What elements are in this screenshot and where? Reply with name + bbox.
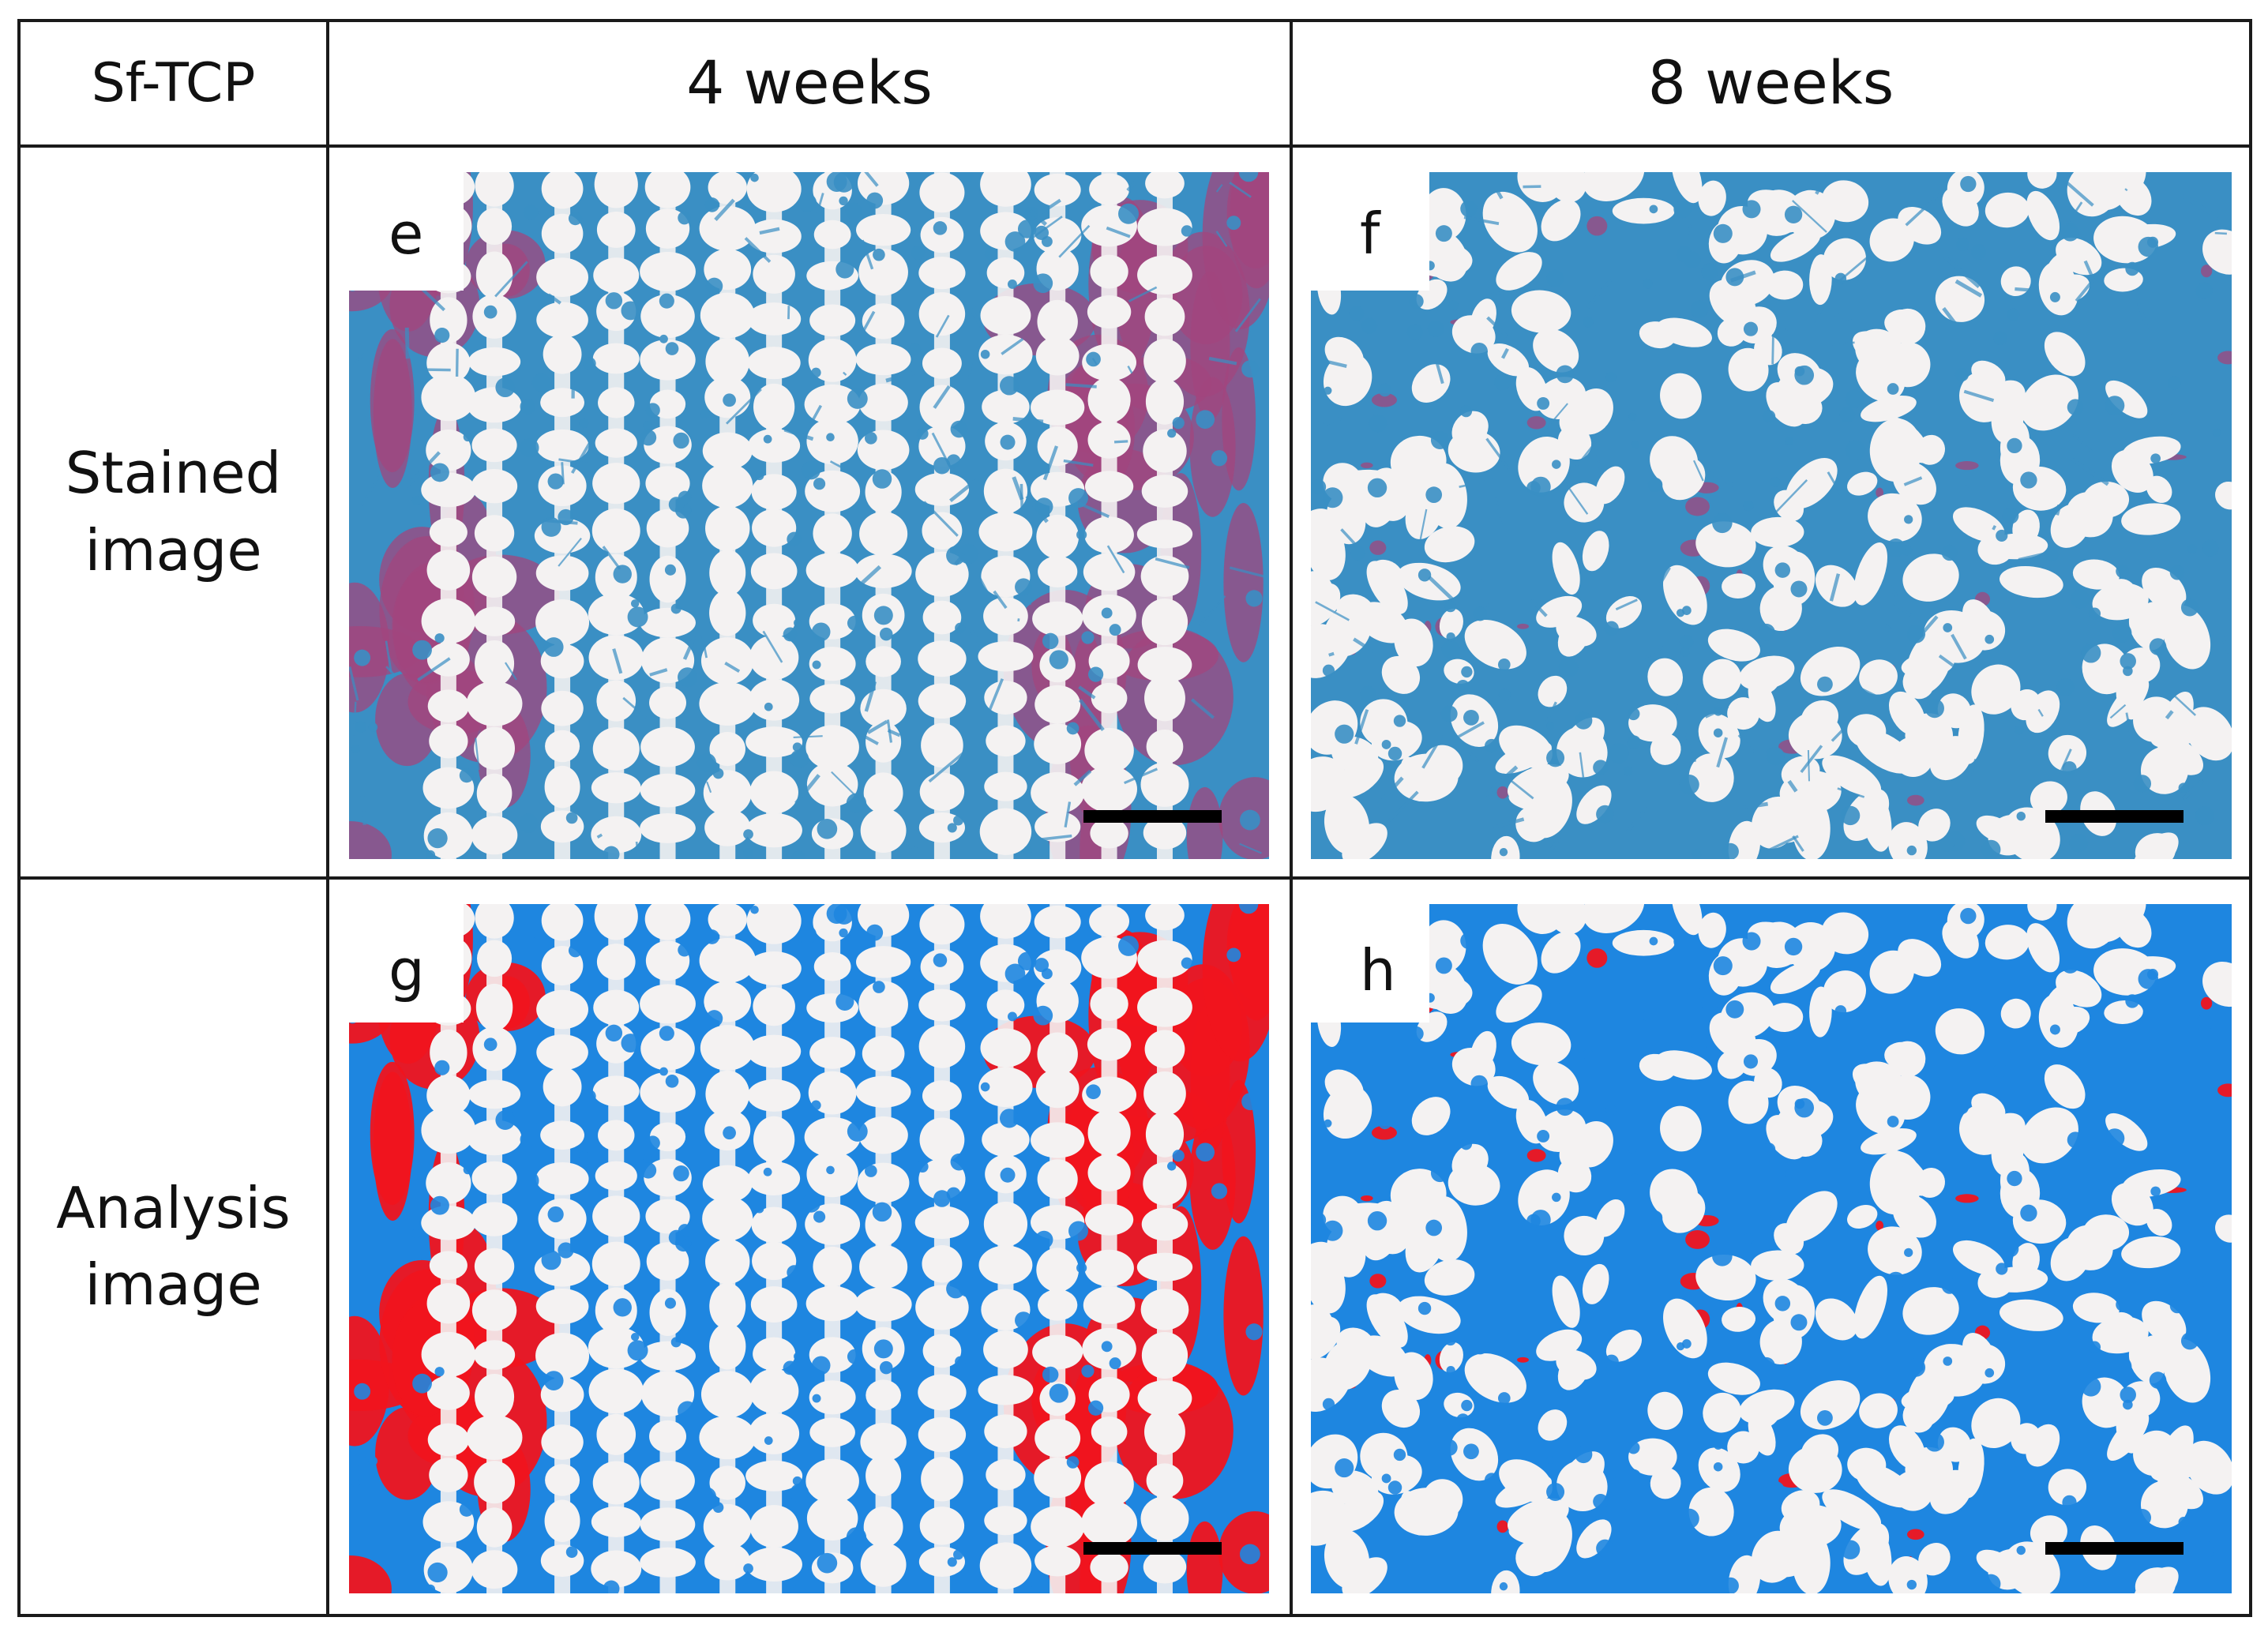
panel-g-analysis-4-weeks: g (349, 904, 1269, 1593)
corner-label: Sf-TCP (91, 51, 256, 114)
table-border-left (17, 19, 21, 1617)
table-rule-middle (17, 876, 2252, 880)
panel-f-texture (1311, 172, 2232, 859)
panel-h-notch (1311, 904, 1429, 1022)
panel-f-stained-8-weeks: f (1311, 172, 2232, 859)
panel-h-letter: h (1360, 937, 1396, 1004)
table-border-bottom (17, 1614, 2252, 1617)
panel-g-scale-bar (1083, 1542, 1222, 1555)
row-label-analysis-image: Analysis image (56, 1174, 291, 1318)
row-label-stained-image: Stained image (65, 440, 282, 583)
table-rule-col2 (1290, 19, 1293, 1617)
panel-g-texture (349, 904, 1269, 1593)
panel-h-scale-bar (2045, 1542, 2184, 1555)
panel-f-scale-bar (2045, 810, 2184, 823)
panel-e-texture (349, 172, 1269, 859)
panel-g-notch (349, 904, 464, 1022)
panel-f-letter: f (1360, 201, 1380, 267)
panel-e-scale-bar (1083, 810, 1222, 823)
table-rule-col1 (326, 19, 329, 1617)
table-border-right (2249, 19, 2252, 1617)
table-rule-header (17, 144, 2252, 148)
panel-e-letter: e (389, 201, 424, 267)
panel-g-letter: g (389, 937, 425, 1004)
column-header-8-weeks: 8 weeks (1647, 47, 1894, 118)
table-border-top (17, 19, 2252, 22)
panel-h-texture (1311, 904, 2232, 1593)
panel-f-notch (1311, 172, 1429, 291)
panel-e-notch (349, 172, 464, 291)
panel-e-stained-4-weeks: e (349, 172, 1269, 859)
panel-h-analysis-8-weeks: h (1311, 904, 2232, 1593)
column-header-4-weeks: 4 weeks (686, 47, 933, 118)
